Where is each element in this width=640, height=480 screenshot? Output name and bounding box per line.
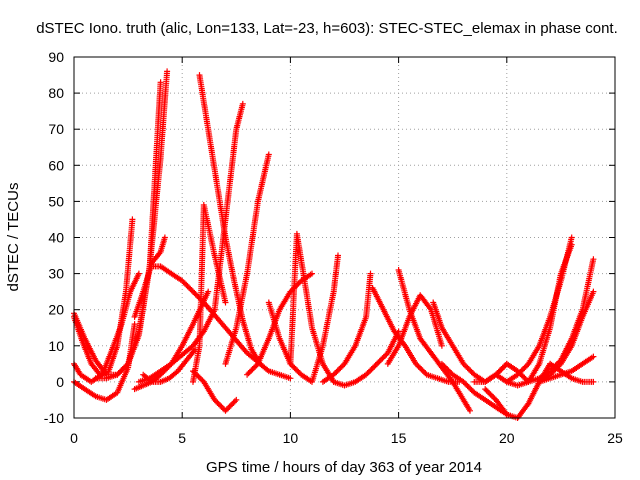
data-point-markers [131, 234, 168, 320]
chart-title: dSTEC Iono. truth (alic, Lon=133, Lat=-2… [36, 20, 618, 37]
y-axis-label: dSTEC / TECUs [5, 183, 22, 292]
data-point-markers [384, 292, 445, 367]
data-point-markers [140, 346, 199, 385]
data-point-markers [471, 360, 532, 385]
data-point-markers [211, 100, 246, 313]
series-arc-13 [211, 100, 246, 313]
y-tick-label: 20 [48, 302, 64, 318]
y-tick-label: 10 [48, 338, 64, 354]
y-tick-label: 50 [48, 193, 64, 209]
series-arc-4 [92, 79, 164, 382]
series-arc-22 [384, 292, 445, 367]
data-point-markers [244, 270, 315, 378]
series-arc-18 [287, 252, 341, 385]
x-tick-label: 25 [607, 430, 623, 446]
series-arc-15 [222, 151, 272, 367]
y-tick-label: 90 [48, 49, 64, 65]
series-arc-26 [471, 360, 532, 385]
x-tick-label: 5 [178, 430, 186, 446]
x-tick-label: 20 [499, 430, 515, 446]
data-point-markers [319, 270, 374, 385]
data-point-markers [265, 230, 337, 385]
series-arc-6 [131, 234, 168, 320]
y-tick-label: 30 [48, 266, 64, 282]
x-tick-label: 15 [391, 430, 407, 446]
series-arc-19 [319, 270, 374, 385]
data-point-markers [536, 353, 597, 385]
series-arc-17 [265, 230, 337, 385]
data-point-markers [395, 267, 473, 414]
y-tick-label: 60 [48, 157, 64, 173]
series-arc-16 [244, 270, 315, 378]
axes-layer: -10 0 10 20 30 40 50 60 70 80 90 0 5 10 15 20 25 [44, 49, 623, 446]
x-axis-label: GPS time / hours of day 363 of year 2014 [206, 459, 482, 476]
y-tick-label: 70 [48, 121, 64, 137]
data-point-markers [92, 79, 164, 382]
series-arc-33 [536, 353, 597, 385]
y-tick-label: 0 [56, 374, 64, 390]
plot-frame [73, 56, 616, 419]
data-point-markers [190, 368, 240, 414]
series-arc-10 [140, 346, 199, 385]
data-point-markers [330, 328, 402, 389]
y-tick-label: -10 [44, 410, 64, 426]
data-point-markers [222, 151, 272, 367]
marks-layer [71, 68, 597, 421]
x-tick-label: 0 [70, 430, 78, 446]
series-arc-23 [395, 267, 473, 414]
series-arc-20 [330, 328, 402, 389]
data-point-markers [287, 252, 341, 385]
x-tick-label: 10 [283, 430, 299, 446]
y-tick-label: 40 [48, 230, 64, 246]
series-arc-14 [190, 368, 240, 414]
y-tick-label: 80 [48, 85, 64, 101]
